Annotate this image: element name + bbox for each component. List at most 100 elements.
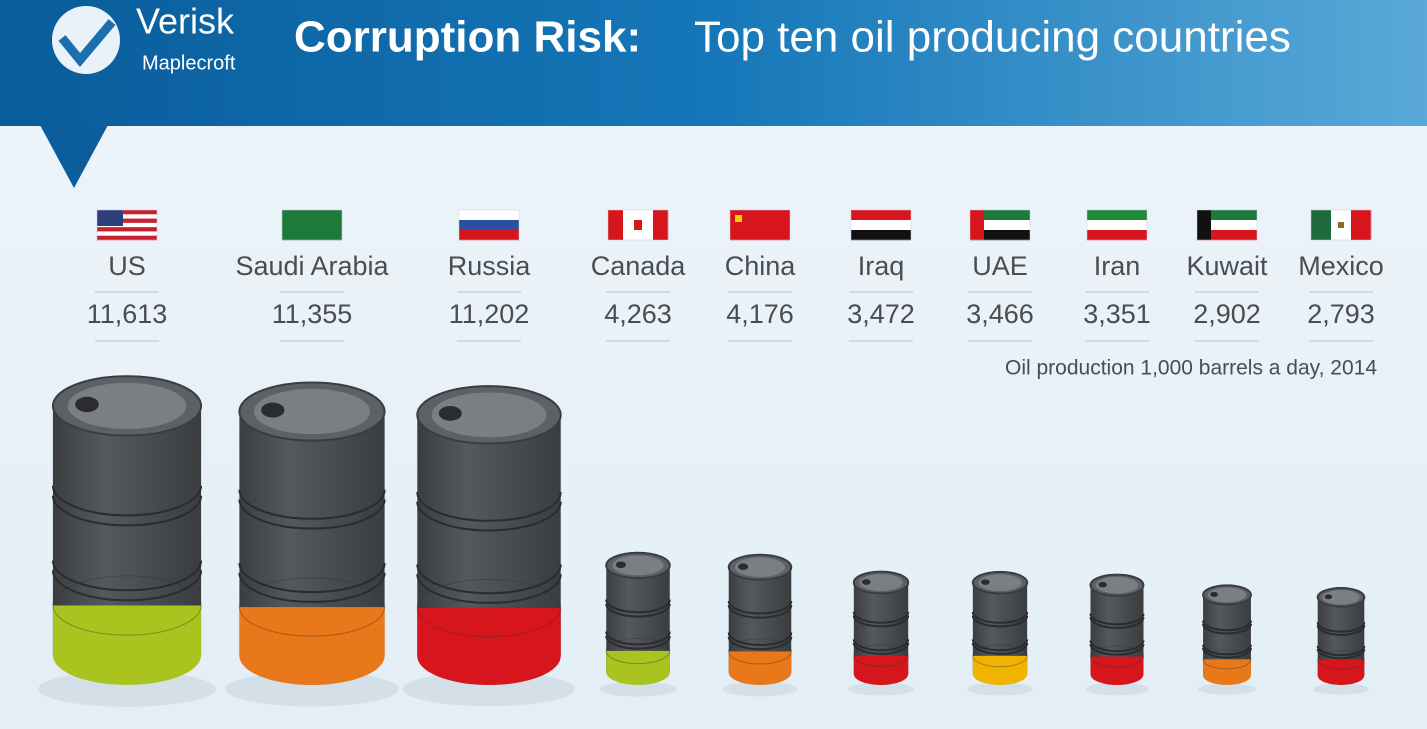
value-label: 11,355 <box>272 299 353 329</box>
barrel-rib <box>605 635 671 650</box>
barrel-shadow <box>224 671 400 707</box>
barrel-lid <box>253 388 371 435</box>
flag-stripe <box>1197 220 1257 231</box>
barrel-rib <box>238 489 386 520</box>
risk-band-edge <box>416 578 562 638</box>
risk-band-edge <box>1317 650 1365 670</box>
barrel-rib <box>416 574 562 604</box>
value-label: 2,793 <box>1307 299 1375 329</box>
barrel-lid <box>612 555 664 576</box>
barrel-lid <box>1095 576 1139 594</box>
flag <box>281 209 343 241</box>
value-label: 3,472 <box>847 299 915 329</box>
flag-border <box>1196 209 1258 241</box>
barrel-rib <box>727 636 793 651</box>
country-label: Iran <box>1094 251 1141 281</box>
value-label: 11,613 <box>87 299 168 329</box>
barrel-hole <box>615 561 626 569</box>
barrel-rib <box>416 564 562 595</box>
flag-border <box>729 209 791 241</box>
flag <box>1196 209 1258 241</box>
country-label: Kuwait <box>1186 251 1268 281</box>
risk-band-bottom <box>239 626 385 685</box>
flag <box>1310 209 1372 241</box>
flag-stripe <box>97 214 157 219</box>
barrel-rib <box>1202 647 1252 659</box>
barrel-rib <box>238 563 386 594</box>
flag-stripe <box>730 210 790 241</box>
logo-circle <box>52 6 120 74</box>
barrel-rib <box>727 632 793 647</box>
brand-sub: Maplecroft <box>142 52 236 74</box>
barrel-hole <box>980 579 990 585</box>
flag-border <box>96 209 158 241</box>
barrel-rib <box>852 639 910 652</box>
risk-band-bottom <box>972 663 1028 685</box>
country-label: Mexico <box>1298 251 1384 281</box>
flag-stripe <box>97 222 157 228</box>
barrel-rib <box>51 560 203 592</box>
country-label: China <box>725 251 797 281</box>
barrel-shadow <box>967 682 1033 696</box>
country-label: Saudi Arabia <box>235 251 389 281</box>
barrel-shadow <box>1198 683 1256 695</box>
flag-stripe <box>459 220 519 231</box>
flag-emblem <box>1197 210 1211 240</box>
flag-stripe <box>97 231 157 237</box>
flag-stripe <box>97 218 157 224</box>
flag-border <box>1086 209 1148 241</box>
barrel-lid <box>1322 590 1360 605</box>
barrel-rib <box>51 495 203 527</box>
risk-band-bottom <box>853 663 909 685</box>
barrel-rib <box>1089 640 1145 652</box>
flag-stripe <box>1197 210 1257 221</box>
note: Oil production 1,000 barrels a day, 2014 <box>1005 357 1377 380</box>
risk-band-bottom <box>1090 663 1144 685</box>
flag-border <box>969 209 1031 241</box>
risk-band-bottom <box>52 625 202 685</box>
logo-check <box>58 19 116 68</box>
flag <box>1086 209 1148 241</box>
barrel-rib <box>971 639 1029 652</box>
risk-band-bottom <box>1203 665 1251 685</box>
barrel-rib <box>852 615 910 628</box>
barrel-hole <box>1210 591 1218 597</box>
flag-border <box>607 209 669 241</box>
barrel-hole <box>861 579 871 585</box>
flag-stripe <box>970 210 1030 221</box>
flag-stripe <box>97 235 157 241</box>
header-band <box>0 0 1427 126</box>
flag-stripe <box>653 210 669 240</box>
barrel-rib <box>51 485 203 517</box>
flag-border <box>850 209 912 241</box>
risk-band-bottom <box>728 659 792 685</box>
chart-title: Corruption Risk: <box>294 13 641 62</box>
barrel-rib <box>1202 620 1252 632</box>
flag-stripe <box>608 210 624 240</box>
chart-subtitle: Top ten oil producing countries <box>694 13 1291 62</box>
barrel-rib <box>51 570 203 602</box>
barrel-shadow <box>599 681 677 697</box>
flag-stripe <box>459 210 519 221</box>
risk-band-bottom <box>606 659 670 685</box>
flag <box>850 209 912 241</box>
risk-band-edge <box>52 575 202 636</box>
barrel-lid <box>978 574 1022 592</box>
barrel-rib <box>971 615 1029 628</box>
barrel-rib <box>727 605 793 619</box>
flag-stripe <box>1087 230 1147 241</box>
risk-band-bottom <box>1317 666 1365 685</box>
barrel-lid <box>734 557 786 578</box>
flag-stripe <box>1087 220 1147 231</box>
country-label: Iraq <box>858 251 905 281</box>
flag-stripe <box>623 210 639 240</box>
barrel-rib <box>1202 623 1252 635</box>
risk-band-edge <box>1202 649 1252 670</box>
flag-stripe <box>970 220 1030 231</box>
brand-name: Verisk <box>136 1 235 42</box>
barrel-hole <box>738 563 749 570</box>
barrel-lid <box>67 382 187 430</box>
header-pointer <box>40 125 108 188</box>
risk-band-edge <box>238 577 386 637</box>
flag-emblem <box>97 210 123 226</box>
